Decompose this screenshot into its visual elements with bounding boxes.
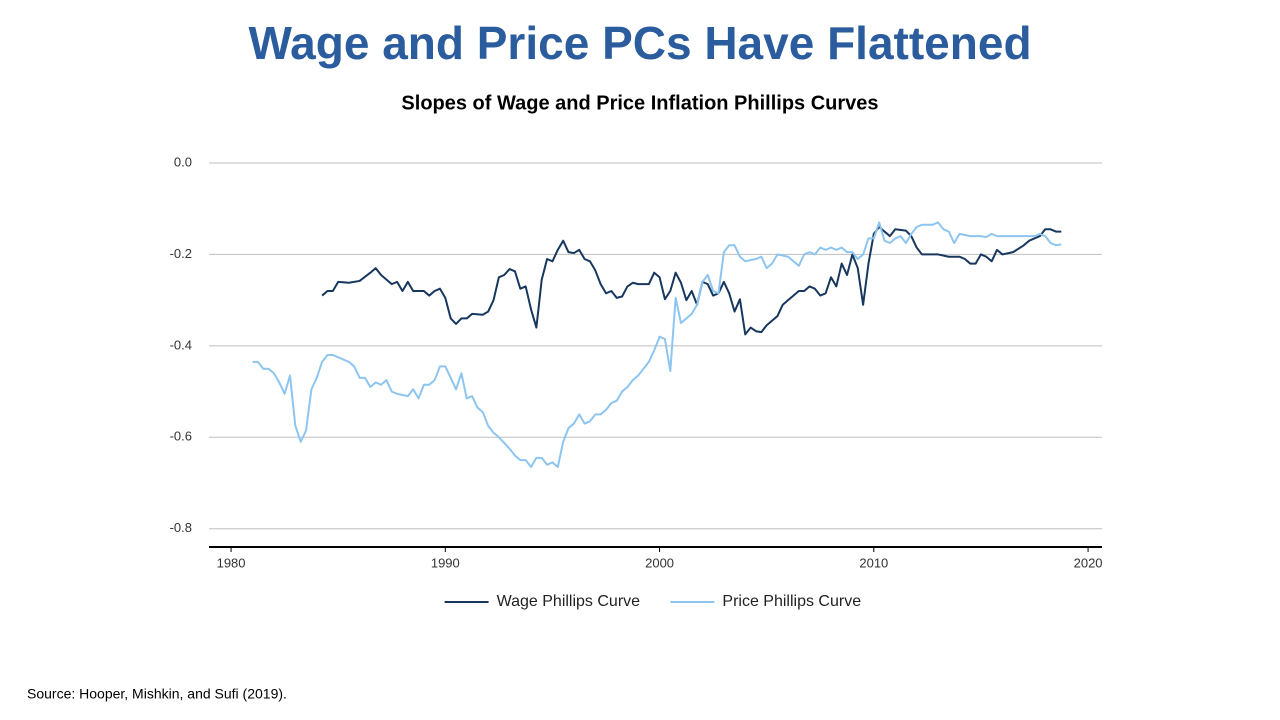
x-tick-label: 2000 bbox=[645, 555, 674, 570]
chart-subtitle: Slopes of Wage and Price Inflation Phill… bbox=[401, 92, 878, 114]
x-tick-label: 1980 bbox=[217, 555, 246, 570]
y-tick-label: 0.0 bbox=[174, 154, 192, 169]
series-line bbox=[252, 221, 1062, 468]
y-tick-label: -0.8 bbox=[170, 520, 192, 535]
source-note: Source: Hooper, Mishkin, and Sufi (2019)… bbox=[27, 686, 287, 702]
y-tick-label: -0.6 bbox=[170, 429, 192, 444]
y-tick-label: -0.2 bbox=[170, 246, 192, 261]
x-tick-label: 2020 bbox=[1074, 555, 1103, 570]
x-tick-label: 1990 bbox=[431, 555, 460, 570]
y-tick-label: -0.4 bbox=[170, 337, 192, 352]
legend-label: Price Phillips Curve bbox=[722, 593, 861, 610]
legend-label: Wage Phillips Curve bbox=[497, 593, 641, 610]
series-line bbox=[321, 226, 1062, 336]
x-tick-label: 2010 bbox=[859, 555, 888, 570]
chart-title: Wage and Price PCs Have Flattened bbox=[248, 17, 1031, 69]
